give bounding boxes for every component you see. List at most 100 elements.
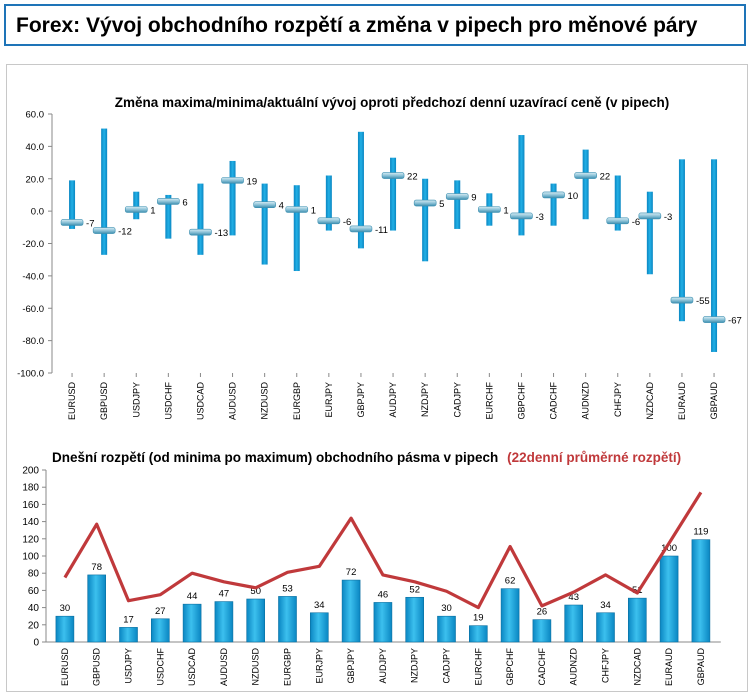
x-category-label: NZDCAD xyxy=(645,382,655,420)
current-marker xyxy=(542,191,565,199)
x-category-label: NZDJPY xyxy=(420,382,430,417)
current-value-label: 1 xyxy=(311,206,316,217)
current-marker xyxy=(606,217,630,225)
y-tick-label: 40.0 xyxy=(26,142,45,153)
x-category-label: USDCHF xyxy=(163,381,173,419)
range-bar xyxy=(261,183,268,265)
current-marker xyxy=(124,206,148,213)
x-category-label: USDJPY xyxy=(131,382,141,418)
current-marker xyxy=(60,219,84,226)
x-category-label: CADJPY xyxy=(452,382,462,418)
range-bar xyxy=(582,149,589,220)
y-tick-label: 0.0 xyxy=(31,207,44,218)
current-marker xyxy=(221,177,244,184)
current-marker xyxy=(670,296,694,304)
y-tick-label: -80.0 xyxy=(22,336,44,347)
range-bar xyxy=(101,128,108,255)
current-marker xyxy=(574,172,597,179)
range-bar xyxy=(711,159,718,352)
range-bar xyxy=(550,183,557,226)
y-tick-label: 20.0 xyxy=(26,174,45,185)
current-marker xyxy=(510,212,533,220)
current-value-label: 22 xyxy=(600,172,611,183)
current-value-label: 1 xyxy=(150,206,155,217)
current-value-label: 19 xyxy=(247,176,258,187)
x-category-label: GBPUSD xyxy=(99,382,109,420)
current-marker xyxy=(702,316,726,323)
current-value-label: 5 xyxy=(439,199,444,210)
range-bar xyxy=(390,157,397,231)
range-bar xyxy=(165,194,172,239)
current-value-label: -67 xyxy=(728,316,742,327)
current-value-label: -3 xyxy=(535,212,543,223)
range-chart-marks: -7 -12 1 6 -13 19 4 1 -6 -11 22 5 9 1 -3 10 22 -6 -3 -55 -67 xyxy=(60,128,742,352)
current-marker xyxy=(157,198,180,205)
x-category-label: AUDUSD xyxy=(228,382,238,420)
current-marker xyxy=(189,228,212,236)
range-bar xyxy=(518,135,525,236)
x-category-label: AUDJPY xyxy=(388,382,398,418)
range-chart: Změna maxima/minima/aktuální vývoj oprot… xyxy=(17,95,742,420)
current-marker xyxy=(253,201,276,208)
page-title: Forex: Vývoj obchodního rozpětí a změna … xyxy=(16,14,698,37)
current-marker xyxy=(317,217,341,225)
y-tick-label: -40.0 xyxy=(22,271,44,282)
x-category-label: NZDUSD xyxy=(260,382,270,420)
current-value-label: -6 xyxy=(343,217,351,228)
range-bar xyxy=(197,183,204,255)
y-tick-label: -60.0 xyxy=(22,304,44,315)
y-tick-label: -20.0 xyxy=(22,239,44,250)
x-category-label: USDCAD xyxy=(195,382,205,420)
current-marker xyxy=(638,212,662,220)
x-category-label: EURJPY xyxy=(324,382,334,418)
current-value-label: 1 xyxy=(503,206,508,217)
current-marker xyxy=(445,193,469,200)
range-bar xyxy=(69,180,76,229)
current-value-label: 4 xyxy=(279,201,284,212)
range-bar xyxy=(133,191,140,220)
x-category-label: EURGBP xyxy=(292,382,302,420)
range-chart-x-axis: EURUSD GBPUSD USDJPY USDCHF USDCAD AUDUSD NZDU… xyxy=(67,373,719,420)
range-bar xyxy=(325,175,332,231)
x-category-label: GBPJPY xyxy=(356,382,366,418)
x-category-label: CHFJPY xyxy=(613,382,623,417)
current-value-label: 10 xyxy=(568,191,579,202)
range-bar xyxy=(229,160,236,236)
x-category-label: EURAUD xyxy=(677,382,687,420)
y-tick-label: -100.0 xyxy=(17,369,44,380)
page-header: Forex: Vývoj obchodního rozpětí a změna … xyxy=(4,4,746,46)
y-tick-label: 60.0 xyxy=(26,110,45,121)
current-value-label: 22 xyxy=(407,172,418,183)
range-bar xyxy=(357,131,364,249)
current-value-label: -55 xyxy=(696,296,710,307)
current-value-label: -12 xyxy=(118,227,132,238)
range-bar xyxy=(293,185,300,272)
current-value-label: 9 xyxy=(471,193,476,204)
range-chart-y-axis: 60.0 40.0 20.0 0.0 -20.0 -40.0 -60.0 -80.0 -100.… xyxy=(17,110,53,380)
x-category-label: EURUSD xyxy=(67,382,77,420)
range-bar xyxy=(646,191,653,275)
x-category-label: CADCHF xyxy=(549,381,559,419)
current-marker xyxy=(92,227,116,234)
current-marker xyxy=(478,206,501,213)
x-category-label: EURCHF xyxy=(484,381,494,419)
current-marker xyxy=(381,172,405,179)
current-value-label: -13 xyxy=(214,228,228,239)
current-marker xyxy=(413,199,437,207)
range-bar xyxy=(454,180,461,229)
current-value-label: -3 xyxy=(664,212,672,223)
range-bar xyxy=(422,178,429,262)
current-value-label: -7 xyxy=(86,218,94,229)
x-category-label: AUDNZD xyxy=(581,382,591,420)
range-bar xyxy=(614,175,621,231)
range-chart-title: Změna maxima/minima/aktuální vývoj oprot… xyxy=(115,95,669,110)
current-value-label: -6 xyxy=(632,217,640,228)
current-marker xyxy=(285,206,309,213)
x-category-label: GBPCHF xyxy=(516,382,526,420)
x-category-label: GBPAUD xyxy=(709,382,719,420)
current-value-label: -11 xyxy=(375,225,388,236)
current-value-label: 6 xyxy=(182,197,187,208)
range-bar xyxy=(678,159,685,322)
current-marker xyxy=(349,225,373,233)
